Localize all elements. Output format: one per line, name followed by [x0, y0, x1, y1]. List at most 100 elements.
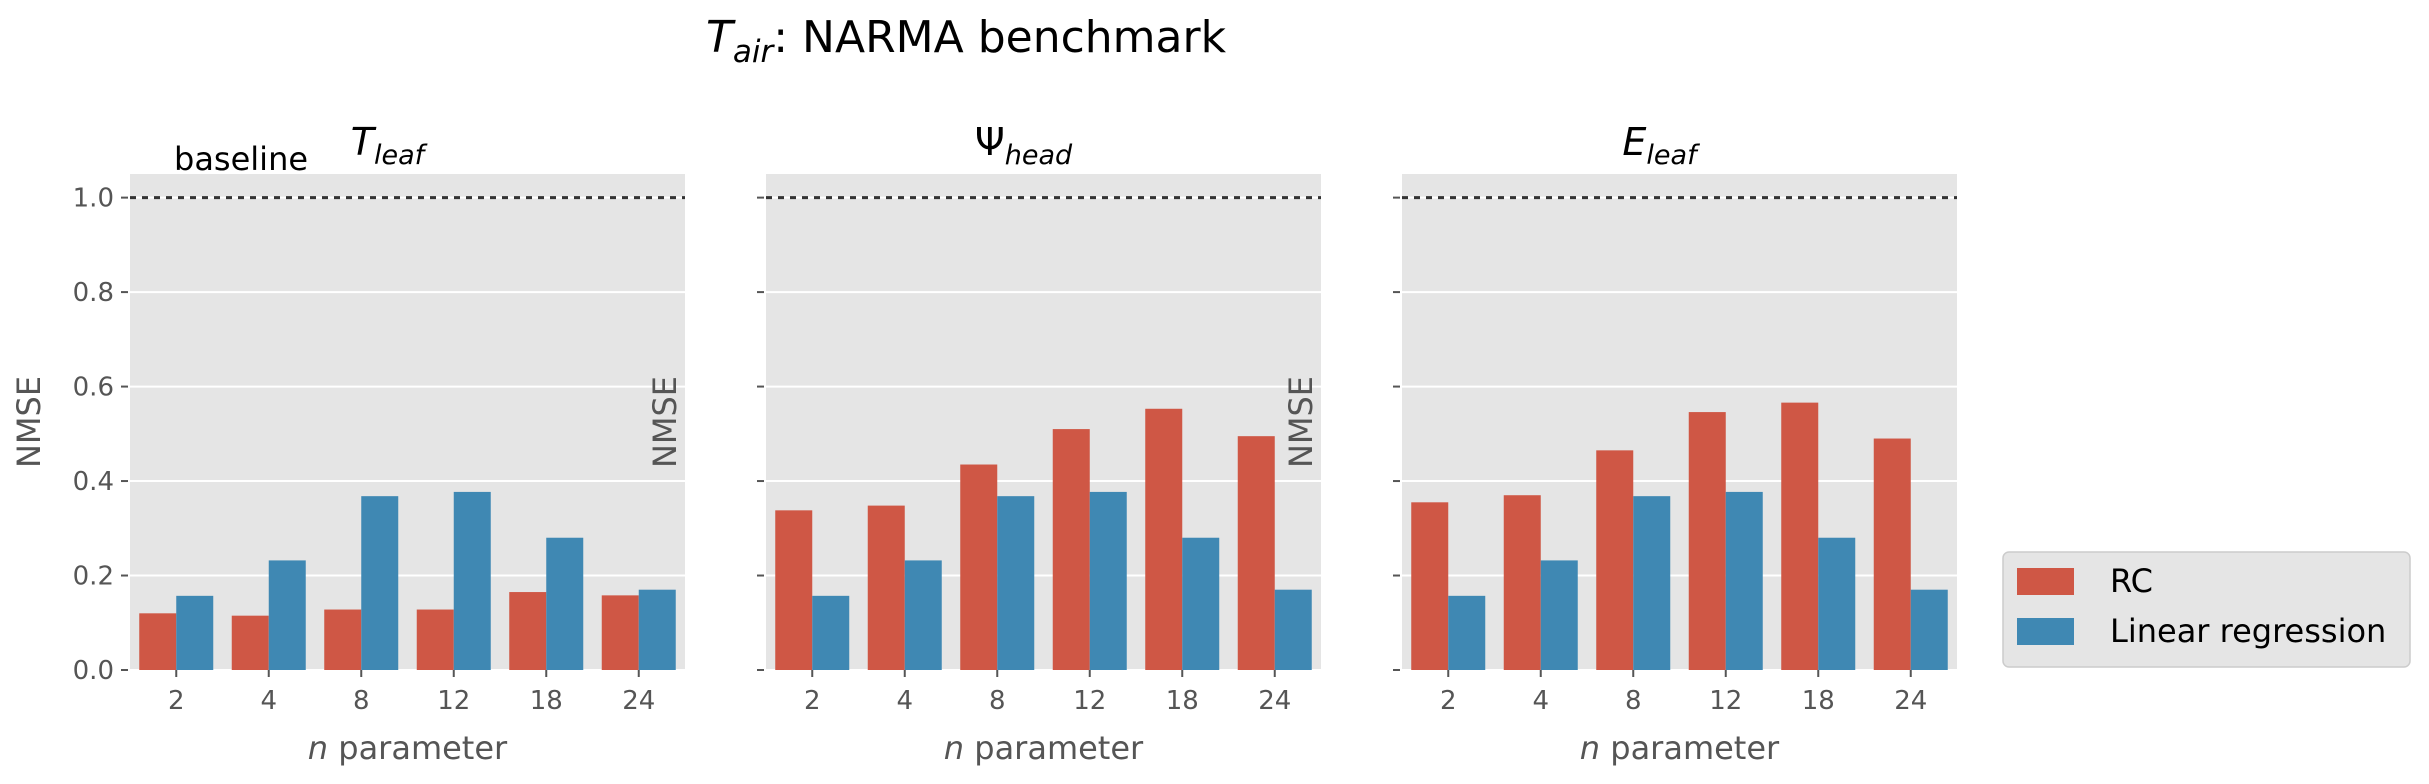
bar-rc-4	[231, 615, 269, 670]
bar-linear-regression-2	[176, 595, 214, 670]
x-tick-label: 4	[260, 686, 277, 716]
bar-rc-12	[416, 609, 454, 670]
bar-linear-regression-12	[1089, 491, 1127, 670]
figure-title: Tair: NARMA benchmark	[706, 12, 1227, 70]
bar-linear-regression-24	[638, 589, 676, 670]
plot-area	[766, 174, 1321, 670]
x-axis-label: n parameter	[308, 729, 508, 767]
bar-rc-24	[601, 595, 639, 670]
x-tick-label: 24	[1258, 686, 1291, 716]
x-tick-label: 2	[804, 686, 821, 716]
x-tick-label: 24	[1894, 686, 1927, 716]
x-tick-label: 2	[1440, 686, 1457, 716]
x-tick-label: 18	[530, 686, 563, 716]
bar-rc-18	[1781, 402, 1819, 670]
bar-rc-2	[139, 613, 177, 670]
y-tick-label: 0.0	[73, 656, 114, 686]
bar-rc-18	[509, 592, 547, 670]
x-tick-label: 24	[622, 686, 655, 716]
x-tick-label: 4	[896, 686, 913, 716]
x-tick-label: 8	[353, 686, 370, 716]
x-axis-label: n parameter	[944, 729, 1144, 767]
x-axis-label-italic: n	[944, 729, 964, 767]
panel-title-sub: head	[1005, 140, 1073, 171]
legend-swatch-2	[2017, 618, 2074, 645]
y-axis-label: NMSE	[10, 376, 48, 468]
bar-linear-regression-18	[546, 537, 584, 670]
bar-linear-regression-4	[1540, 560, 1578, 670]
bar-linear-regression-2	[812, 595, 850, 670]
bar-linear-regression-8	[1633, 496, 1671, 670]
legend-label-1: RC	[2110, 562, 2153, 600]
x-axis-label: n parameter	[1580, 729, 1780, 767]
bar-rc-12	[1688, 412, 1726, 670]
bar-linear-regression-18	[1818, 537, 1856, 670]
figure-title-sub: air	[733, 34, 776, 70]
bar-linear-regression-8	[997, 496, 1035, 670]
y-tick-label: 1.0	[73, 184, 114, 214]
x-tick-label: 12	[1073, 686, 1106, 716]
x-axis-label-italic: n	[308, 729, 328, 767]
x-tick-label: 8	[1625, 686, 1642, 716]
bar-rc-24	[1237, 436, 1275, 670]
x-axis-label-rest: parameter	[328, 729, 508, 767]
x-tick-label: 18	[1802, 686, 1835, 716]
x-axis-label-rest: parameter	[1600, 729, 1780, 767]
plot-area	[1402, 174, 1957, 670]
bar-linear-regression-24	[1274, 589, 1312, 670]
x-tick-label: 8	[989, 686, 1006, 716]
panel-title-main: E	[1622, 120, 1646, 164]
y-tick-label: 0.4	[73, 467, 114, 497]
x-axis-label-italic: n	[1580, 729, 1600, 767]
bar-rc-8	[1596, 450, 1634, 670]
x-tick-label: 12	[437, 686, 470, 716]
x-axis-label-rest: parameter	[964, 729, 1144, 767]
panel-title-sub: leaf	[1646, 140, 1700, 171]
y-axis-label: NMSE	[646, 376, 684, 468]
bar-linear-regression-4	[904, 560, 942, 670]
bar-linear-regression-4	[268, 560, 306, 670]
legend-label-2: Linear regression	[2110, 612, 2386, 650]
y-tick-label: 0.6	[73, 373, 114, 403]
figure-title-main: T	[706, 12, 736, 63]
bar-linear-regression-18	[1182, 537, 1220, 670]
legend-box	[2002, 551, 2411, 668]
legend-swatch-1	[2017, 568, 2074, 595]
figure-title-rest: : NARMA benchmark	[773, 12, 1226, 63]
bar-linear-regression-8	[361, 496, 399, 670]
bar-linear-regression-2	[1448, 595, 1486, 670]
bar-linear-regression-12	[453, 491, 491, 670]
x-tick-label: 2	[168, 686, 185, 716]
panel-title: Eleaf	[1622, 120, 1700, 171]
plot-area	[130, 174, 685, 670]
panel-title-main: Ψ	[975, 120, 1005, 164]
panel-title-main: T	[351, 120, 377, 164]
bar-rc-2	[775, 510, 813, 670]
y-tick-label: 0.2	[73, 562, 114, 592]
x-tick-label: 4	[1532, 686, 1549, 716]
bar-rc-24	[1873, 438, 1911, 670]
bar-rc-4	[1503, 495, 1541, 670]
baseline-annotation: baseline	[174, 140, 308, 178]
chart-panels: 0.00.20.40.60.81.02 4 8 12 18 24n parameterNM…	[10, 120, 1957, 767]
bar-rc-12	[1052, 429, 1090, 670]
chart-panel-1: 0.00.20.40.60.81.02 4 8 12 18 24n parameterNM…	[10, 120, 685, 767]
x-tick-label: 12	[1709, 686, 1742, 716]
panel-title: Tleaf	[351, 120, 428, 171]
panel-title: Ψhead	[975, 120, 1073, 171]
y-tick-label: 0.8	[73, 278, 114, 308]
bar-rc-8	[324, 609, 362, 670]
bar-linear-regression-12	[1725, 491, 1763, 670]
bar-rc-8	[960, 464, 998, 670]
bar-rc-2	[1411, 502, 1449, 670]
bar-rc-18	[1145, 408, 1183, 670]
bar-linear-regression-24	[1910, 589, 1948, 670]
bar-rc-4	[867, 505, 905, 670]
panel-title-sub: leaf	[374, 140, 428, 171]
y-axis-label: NMSE	[1282, 376, 1320, 468]
x-tick-label: 18	[1166, 686, 1199, 716]
legend: RC Linear regression	[2002, 551, 2411, 668]
